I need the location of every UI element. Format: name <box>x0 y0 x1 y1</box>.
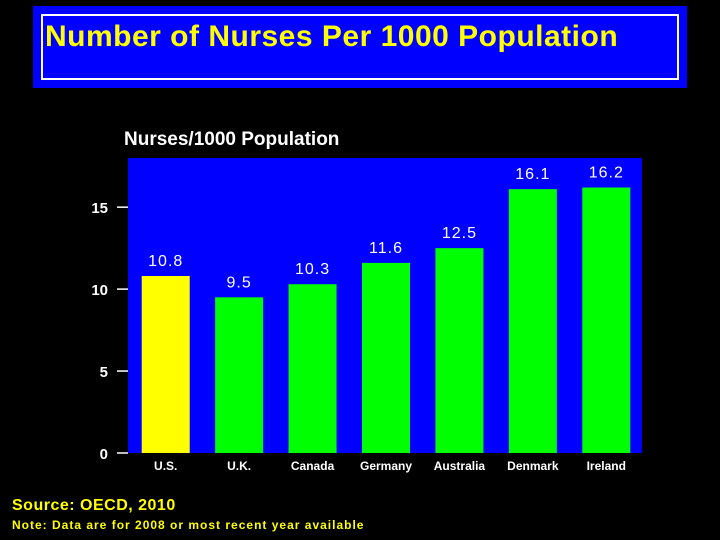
category-label: U.S. <box>154 459 177 473</box>
bar-denmark <box>508 189 557 453</box>
slide-title: Number of Nurses Per 1000 Population <box>45 20 619 53</box>
bar-ireland <box>582 187 631 453</box>
category-label: Germany <box>360 459 412 473</box>
y-tick-label: 15 <box>91 200 108 217</box>
bars <box>141 187 631 453</box>
data-label: 11.6 <box>369 240 403 257</box>
footnote: Note: Data are for 2008 or most recent y… <box>12 518 365 532</box>
category-label: U.K. <box>227 459 251 473</box>
title-banner: Number of Nurses Per 1000 Population <box>33 6 687 88</box>
category-label: Canada <box>291 459 335 473</box>
title-frame <box>41 14 679 80</box>
data-label: 10.8 <box>148 253 183 270</box>
category-label: Ireland <box>587 459 626 473</box>
y-tick-label: 10 <box>91 282 108 299</box>
data-label: 16.2 <box>589 165 624 182</box>
bar-canada <box>288 284 337 453</box>
data-labels: 10.8 9.5 10.3 11.6 12.5 16.1 16.2 <box>148 165 624 292</box>
y-tick-label: 0 <box>100 446 108 463</box>
chart-title: Nurses/1000 Population <box>124 129 339 150</box>
data-label: 9.5 <box>227 274 252 291</box>
bar-uk <box>215 297 264 453</box>
data-label: 16.1 <box>515 166 550 183</box>
category-label: Australia <box>434 459 486 473</box>
source-note: Source: OECD, 2010 <box>12 497 176 514</box>
bar-us <box>141 276 190 453</box>
y-axis: 0 5 10 15 <box>91 200 128 463</box>
data-label: 10.3 <box>295 261 330 278</box>
bar-australia <box>435 248 484 453</box>
bar-germany <box>362 262 410 453</box>
data-label: 12.5 <box>442 225 477 242</box>
category-label: Denmark <box>507 459 559 473</box>
y-tick-label: 5 <box>100 364 108 381</box>
category-labels: U.S. U.K. Canada Germany Australia Denmark Ire… <box>154 459 626 473</box>
